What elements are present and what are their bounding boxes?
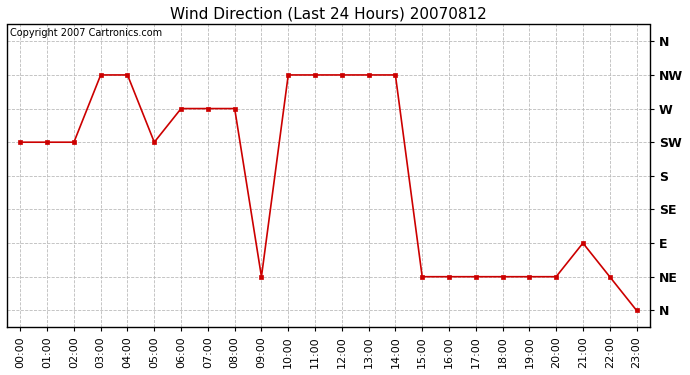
Text: Copyright 2007 Cartronics.com: Copyright 2007 Cartronics.com <box>10 27 162 38</box>
Title: Wind Direction (Last 24 Hours) 20070812: Wind Direction (Last 24 Hours) 20070812 <box>170 7 487 22</box>
